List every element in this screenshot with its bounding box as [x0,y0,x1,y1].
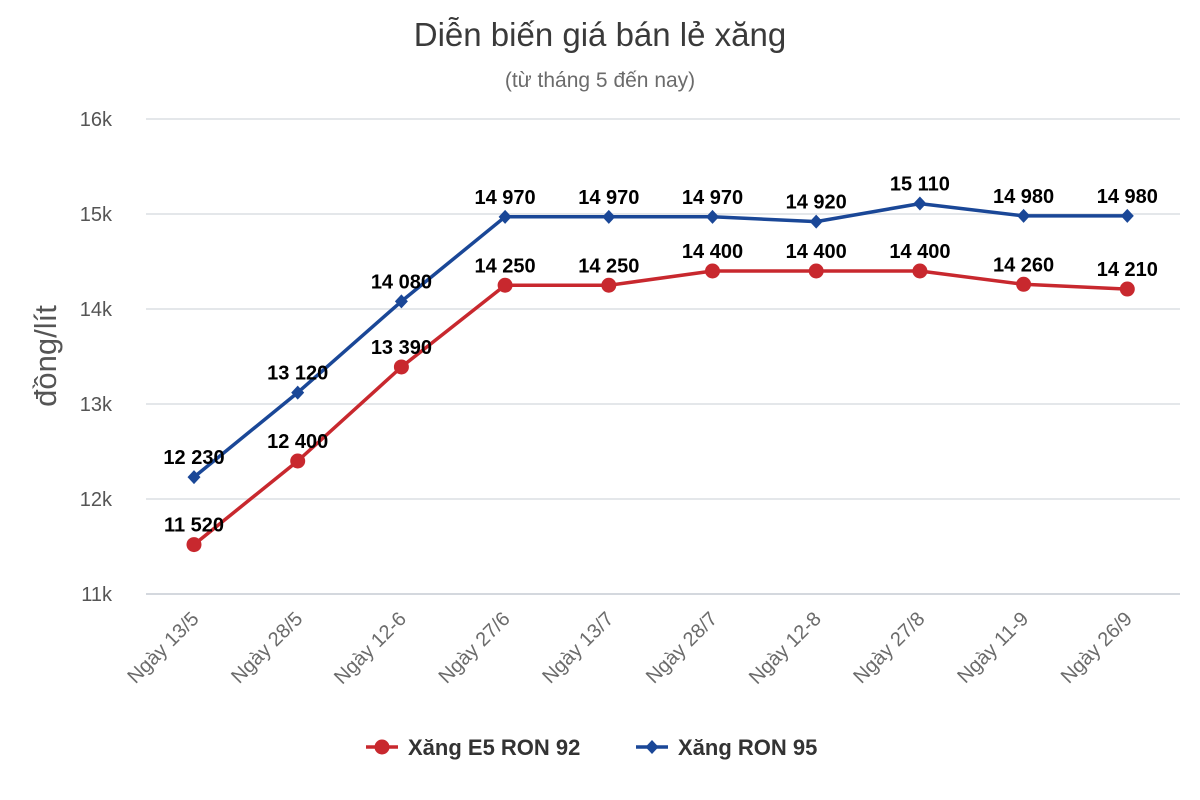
data-label: 14 970 [682,187,743,209]
data-point [1017,208,1031,223]
y-tick-label: 16k [80,109,113,131]
data-label: 14 920 [786,192,847,214]
data-label: 14 210 [1097,259,1158,281]
data-point [705,263,720,279]
y-axis-ticks: 11k 12k 13k 14k 15k 16k [80,109,113,606]
x-tick-label: Ngày 28/7 [642,608,722,688]
x-tick-label: Ngày 27/6 [435,608,515,688]
data-point [394,294,408,309]
x-tick-label: Ngày 13/5 [124,608,204,688]
data-point [186,537,202,553]
chart-title: Diễn biến giá bán lẻ xăng [414,16,786,53]
data-point [187,470,201,485]
x-tick-label: Ngày 26/9 [1057,608,1137,688]
data-point [1119,281,1135,297]
legend-item: Xăng RON 95 [636,735,817,760]
data-point [912,263,928,279]
data-label: 12 400 [267,431,328,453]
chart-subtitle: (từ tháng 5 đến nay) [505,69,695,92]
data-point [913,196,927,211]
y-tick-label: 13k [80,394,113,416]
data-label: 14 400 [682,241,743,263]
data-point [809,214,823,229]
data-point [1120,208,1134,223]
legend: Xăng E5 RON 92 Xăng RON 95 [366,735,817,760]
data-point [1016,276,1032,292]
y-tick-label: 11k [81,584,113,606]
series-1: 11 520 12 400 13 390 14 250 14 250 14 400 14 4… [164,241,1158,553]
x-tick-label: Ngày 12-8 [745,608,826,689]
data-label: 14 400 [889,241,950,263]
gridlines [146,118,1180,595]
data-point [291,385,305,400]
data-label: 12 230 [163,447,224,469]
legend-label: Xăng E5 RON 92 [408,735,580,760]
data-point [290,453,306,469]
data-label: 13 390 [371,337,432,359]
data-label: 14 080 [371,271,432,293]
data-label: 15 110 [890,174,950,196]
data-label: 14 970 [578,187,639,209]
data-label: 14 400 [786,241,847,263]
data-point [602,209,616,224]
y-tick-label: 12k [80,489,113,511]
x-tick-label: Ngày 28/5 [227,608,307,688]
data-label: 13 120 [267,363,328,385]
legend-label: Xăng RON 95 [678,735,817,760]
data-label: 14 260 [993,254,1054,276]
data-label: 14 980 [993,186,1054,208]
data-point [706,209,719,224]
series-line [192,269,1130,547]
x-tick-label: Ngày 13/7 [538,608,618,688]
data-point [497,277,513,293]
series-line [192,201,1130,479]
y-tick-label: 15k [80,204,113,226]
legend-item: Xăng E5 RON 92 [366,735,580,760]
legend-marker [645,740,659,754]
y-tick-label: 14k [80,299,113,321]
x-tick-label: Ngày 11-9 [953,608,1033,688]
legend-marker [374,739,390,755]
series-2: 12 230 13 120 14 080 14 970 14 970 14 970 14 9… [163,174,1158,485]
data-label: 14 970 [475,187,536,209]
y-axis-label: đồng/lít [28,305,63,407]
x-axis-ticks: Ngày 13/5 Ngày 28/5 Ngày 12-6 Ngày 27/6 Ngày… [124,608,1137,689]
data-label: 11 520 [164,515,224,537]
data-point [498,209,512,224]
data-point [601,277,617,293]
data-point [808,263,824,279]
series-layer: 11 520 12 400 13 390 14 250 14 250 14 400 14 4… [163,174,1158,553]
data-label: 14 980 [1097,186,1158,208]
x-tick-label: Ngày 27/8 [849,608,929,688]
data-label: 14 250 [578,255,639,277]
data-point [393,359,409,375]
x-tick-label: Ngày 12-6 [330,608,411,689]
data-label: 14 250 [475,255,536,277]
